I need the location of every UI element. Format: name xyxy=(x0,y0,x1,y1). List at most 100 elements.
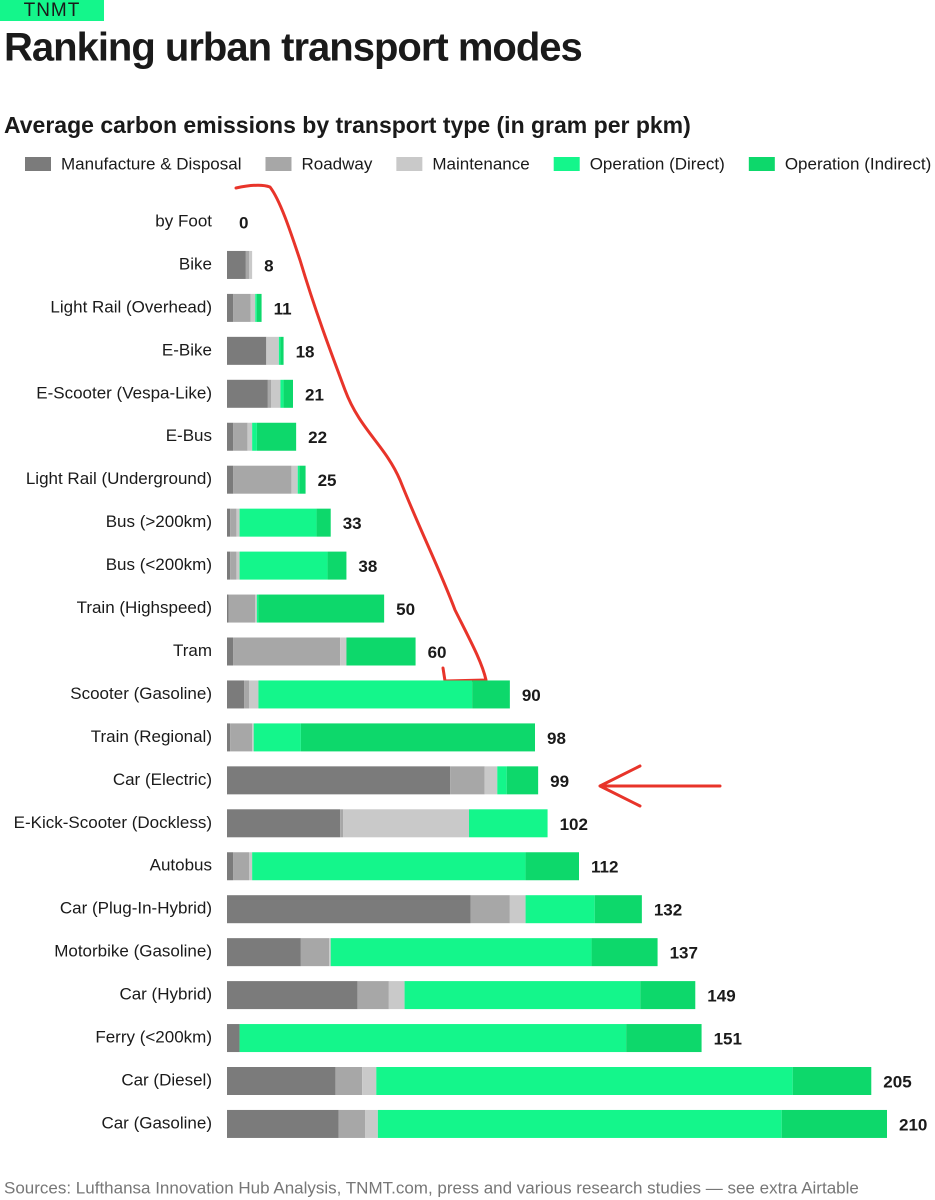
y-tick-label: by Foot xyxy=(155,211,212,230)
legend-swatch xyxy=(25,157,51,171)
bar-segment xyxy=(227,895,471,924)
bar-segment xyxy=(249,680,259,709)
chart-subtitle: Average carbon emissions by transport ty… xyxy=(4,112,691,138)
bar-segment xyxy=(497,766,507,795)
value-label: 137 xyxy=(670,944,698,963)
y-tick-label: Autobus xyxy=(150,856,212,875)
bar-segment xyxy=(252,422,257,451)
bar-segment xyxy=(343,809,469,838)
value-label: 22 xyxy=(308,428,327,447)
value-label: 11 xyxy=(274,299,292,318)
bar-segment xyxy=(233,852,249,881)
y-tick-label: Light Rail (Overhead) xyxy=(50,297,212,316)
bar-segment xyxy=(365,1109,378,1138)
bar-segment xyxy=(252,852,526,881)
bar-segment xyxy=(346,637,416,666)
bar-segment xyxy=(329,938,331,967)
bar-segment xyxy=(256,594,259,623)
bar-segment xyxy=(227,293,234,322)
y-tick-label: Bus (<200km) xyxy=(106,555,212,574)
bar-segment xyxy=(253,723,301,752)
bar-segment xyxy=(357,981,389,1010)
legend-swatch xyxy=(265,157,292,171)
bar-segment xyxy=(484,766,498,795)
y-tick-label: E-Scooter (Vespa-Like) xyxy=(36,383,212,402)
bar-segment xyxy=(249,250,253,279)
bar-segment xyxy=(239,1024,627,1053)
bar-segment xyxy=(227,336,267,365)
bar-segment xyxy=(300,723,535,752)
bar-segment xyxy=(227,680,245,709)
bar-segment xyxy=(236,551,240,580)
bar-segment xyxy=(256,422,297,451)
bar-segment xyxy=(227,723,231,752)
bar-segment xyxy=(377,1109,782,1138)
bar-segment xyxy=(227,981,358,1010)
legend-label: Maintenance xyxy=(432,154,529,173)
value-label: 112 xyxy=(591,858,618,877)
bar-segment xyxy=(239,508,317,537)
bar-segment xyxy=(233,637,341,666)
value-label: 205 xyxy=(883,1072,911,1091)
bar-segment xyxy=(404,981,641,1010)
bar-segment xyxy=(330,938,592,967)
bar-segment xyxy=(233,422,248,451)
bar-segment xyxy=(227,422,234,451)
bar-segment xyxy=(227,938,301,967)
legend-swatch xyxy=(748,157,775,171)
badge-bg xyxy=(0,0,104,21)
y-tick-label: Train (Highspeed) xyxy=(77,598,212,617)
value-label: 99 xyxy=(550,772,569,791)
value-label: 149 xyxy=(707,987,735,1006)
bar-segment xyxy=(594,895,642,924)
bar-segment xyxy=(249,852,253,881)
bar-segment xyxy=(227,766,451,795)
bar-segment xyxy=(227,508,231,537)
bar-segment xyxy=(230,723,253,752)
bar-segment xyxy=(470,895,510,924)
bar-segment xyxy=(271,379,281,408)
bar-segment xyxy=(266,336,279,365)
y-tick-label: Bus (>200km) xyxy=(106,512,212,531)
bar-segment xyxy=(338,1109,366,1138)
value-label: 21 xyxy=(305,385,324,404)
bar-segment xyxy=(525,895,595,924)
bar-segment xyxy=(247,422,253,451)
chart-title: Ranking urban transport modes xyxy=(4,26,582,70)
bar-segment xyxy=(340,809,344,838)
bar-segment xyxy=(280,379,284,408)
bar-segment xyxy=(258,594,385,623)
bar-segment xyxy=(362,1067,377,1095)
badge: TNMT xyxy=(24,0,81,21)
bar-segment xyxy=(591,938,658,967)
bar-segment xyxy=(450,766,485,795)
y-tick-label: E-Bike xyxy=(162,340,212,359)
bar-segment xyxy=(388,981,405,1010)
annotation xyxy=(234,183,722,808)
y-tick-label: Bike xyxy=(179,254,212,273)
value-label: 38 xyxy=(358,557,377,576)
bar-segment xyxy=(376,1067,793,1095)
bar-segment xyxy=(239,551,328,580)
value-label: 151 xyxy=(714,1030,742,1049)
bar-segment xyxy=(227,1067,336,1095)
value-label: 102 xyxy=(560,815,588,834)
bar-segment xyxy=(469,809,548,838)
bar-segment xyxy=(792,1067,872,1095)
bar-segment xyxy=(300,938,330,967)
bar-segment xyxy=(227,852,234,881)
bar-segment xyxy=(291,465,298,494)
y-tick-label: Car (Plug-In-Hybrid) xyxy=(60,899,212,918)
y-tick-label: Motorbike (Gasoline) xyxy=(54,942,212,961)
bar-segment xyxy=(227,1024,240,1053)
bar-segment xyxy=(227,551,231,580)
bar-segment xyxy=(340,637,347,666)
bar-segment xyxy=(230,508,237,537)
y-tick-label: Car (Diesel) xyxy=(121,1070,212,1089)
annotation-arrow xyxy=(598,764,722,808)
bar-segment xyxy=(640,981,696,1010)
legend-label: Operation (Indirect) xyxy=(785,154,931,173)
bar-segment xyxy=(227,637,234,666)
bar-segment xyxy=(327,551,347,580)
